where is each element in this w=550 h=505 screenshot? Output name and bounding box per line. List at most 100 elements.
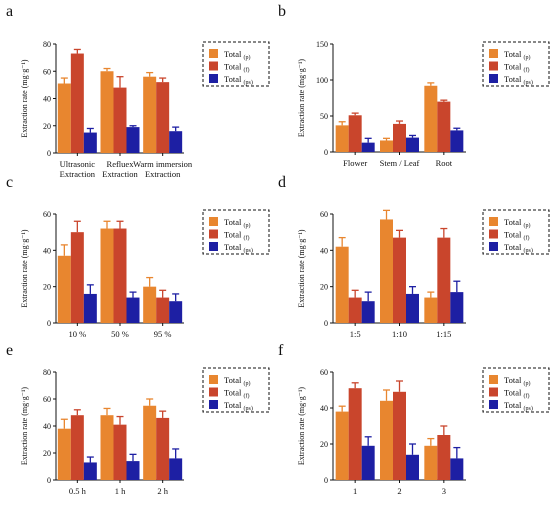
legend-label-base: Total xyxy=(504,388,523,398)
legend-label: Total (f) xyxy=(224,62,249,74)
legend-label: Total (f) xyxy=(504,388,529,400)
x-tick-label-line: 2 h xyxy=(157,486,168,496)
x-tick-label-line: 2 xyxy=(397,486,401,496)
x-tick-label-line: Flower xyxy=(343,158,367,168)
y-tick-label: 60 xyxy=(43,210,51,219)
y-tick-label: 20 xyxy=(320,440,328,449)
bar-ps xyxy=(83,293,97,323)
bar-f xyxy=(113,87,127,153)
legend-label-base: Total xyxy=(224,388,243,398)
x-tick-label: 1:15 xyxy=(436,329,451,339)
x-tick-label-line: 95 % xyxy=(154,329,172,339)
x-tick-label: Ultrasonic Extraction xyxy=(60,159,96,179)
x-tick-label: 95 % xyxy=(154,329,172,339)
legend-label-base: Total xyxy=(224,375,243,385)
bar-p xyxy=(100,71,114,153)
panel-letter: f xyxy=(278,342,284,359)
legend-label-sub: (ps) xyxy=(523,405,532,412)
legend-label: Total (ps) xyxy=(504,242,533,254)
panel-b: b 0 50 100 150 Extraction rate (mg·g⁻¹) Flower… xyxy=(278,3,550,168)
y-axis-label: Extraction rate (mg·g⁻¹) xyxy=(20,59,29,137)
legend-label-base: Total xyxy=(504,375,523,385)
legend-swatch-p xyxy=(489,217,498,226)
legend-label: Total (f) xyxy=(224,230,249,242)
legend-label: Total (p) xyxy=(224,375,250,387)
legend-swatch-ps xyxy=(209,400,218,409)
legend-swatch-ps xyxy=(489,74,498,83)
y-tick-label: 40 xyxy=(43,422,51,431)
legend-swatch-p xyxy=(489,375,498,384)
legend-swatch-ps xyxy=(209,74,218,83)
x-tick-label-line: 1 h xyxy=(115,486,126,496)
legend-label-base: Total xyxy=(224,217,243,227)
legend-label: Total (p) xyxy=(224,49,250,61)
x-tick-label-line: 1:15 xyxy=(436,329,451,339)
y-tick-label: 40 xyxy=(43,246,51,255)
bar-p xyxy=(424,297,438,323)
bar-ps xyxy=(450,292,464,323)
legend-label-sub: (ps) xyxy=(243,405,252,412)
legend-swatch-ps xyxy=(209,242,218,251)
y-tick-label: 0 xyxy=(47,319,51,328)
y-tick-label: 0 xyxy=(324,148,328,157)
bar-p xyxy=(335,125,349,152)
y-axis-label: Extraction rate (mg·g⁻¹) xyxy=(297,229,306,307)
legend-label-base: Total xyxy=(504,62,523,72)
bar-f xyxy=(156,82,170,153)
legend-label-sub: (f) xyxy=(243,235,249,242)
panel-letter: d xyxy=(278,174,286,191)
legend-label-sub: (ps) xyxy=(243,79,252,86)
legend-label-sub: (f) xyxy=(243,393,249,400)
legend-label-base: Total xyxy=(504,74,523,84)
legend-label-sub: (p) xyxy=(243,380,250,387)
bar-ps xyxy=(406,454,419,480)
bar-p xyxy=(424,445,438,480)
bar-ps xyxy=(169,458,183,480)
legend-label-base: Total xyxy=(504,242,523,252)
y-tick-label: 100 xyxy=(316,76,328,85)
bar-p xyxy=(57,255,71,323)
bar-f xyxy=(393,123,406,152)
x-tick-label: 50 % xyxy=(111,329,129,339)
x-tick-label: 1:10 xyxy=(392,329,407,339)
panel-a: a 0 20 40 60 80 Extraction rate (mg·g⁻¹) Ultras… xyxy=(6,3,270,179)
legend-swatch-p xyxy=(209,375,218,384)
bar-ps xyxy=(406,137,419,152)
legend-label-sub: (ps) xyxy=(243,247,252,254)
y-axis-label: Extraction rate (mg·g⁻¹) xyxy=(297,59,306,137)
y-tick-label: 20 xyxy=(43,283,51,292)
x-tick-label: Flower xyxy=(343,158,367,168)
bar-ps xyxy=(361,142,375,152)
x-tick-label: Root xyxy=(436,158,453,168)
x-tick-label: 2 xyxy=(397,486,401,496)
x-tick-label: 2 h xyxy=(157,486,168,496)
y-tick-label: 40 xyxy=(320,404,328,413)
x-tick-label: Stem / Leaf xyxy=(380,158,420,168)
y-tick-label: 80 xyxy=(43,40,51,49)
legend-swatch-ps xyxy=(489,400,498,409)
bar-ps xyxy=(361,445,375,480)
legend-label: Total (ps) xyxy=(224,400,253,412)
y-tick-label: 60 xyxy=(43,395,51,404)
x-tick-label-line: Extraction xyxy=(145,169,181,179)
legend-label: Total (p) xyxy=(504,375,530,387)
bar-f xyxy=(70,415,84,480)
bar-p xyxy=(100,415,114,480)
bar-p xyxy=(100,228,114,323)
bar-p xyxy=(57,428,71,480)
y-tick-label: 150 xyxy=(316,40,328,49)
bar-f xyxy=(437,101,451,152)
panel-letter: b xyxy=(278,3,286,20)
legend-box xyxy=(482,41,550,87)
x-tick-label-line: Warm immersion xyxy=(133,159,193,169)
x-tick-label-line: Refluex xyxy=(107,159,135,169)
legend-label-sub: (f) xyxy=(523,393,529,400)
x-tick-label-line: Stem / Leaf xyxy=(380,158,420,168)
bar-f xyxy=(113,228,127,323)
bar-ps xyxy=(406,293,419,323)
legend-label-sub: (p) xyxy=(523,54,530,61)
bar-f xyxy=(393,391,406,480)
bar-f xyxy=(113,424,127,480)
legend-label: Total (ps) xyxy=(224,74,253,86)
legend-label-sub: (f) xyxy=(243,67,249,74)
